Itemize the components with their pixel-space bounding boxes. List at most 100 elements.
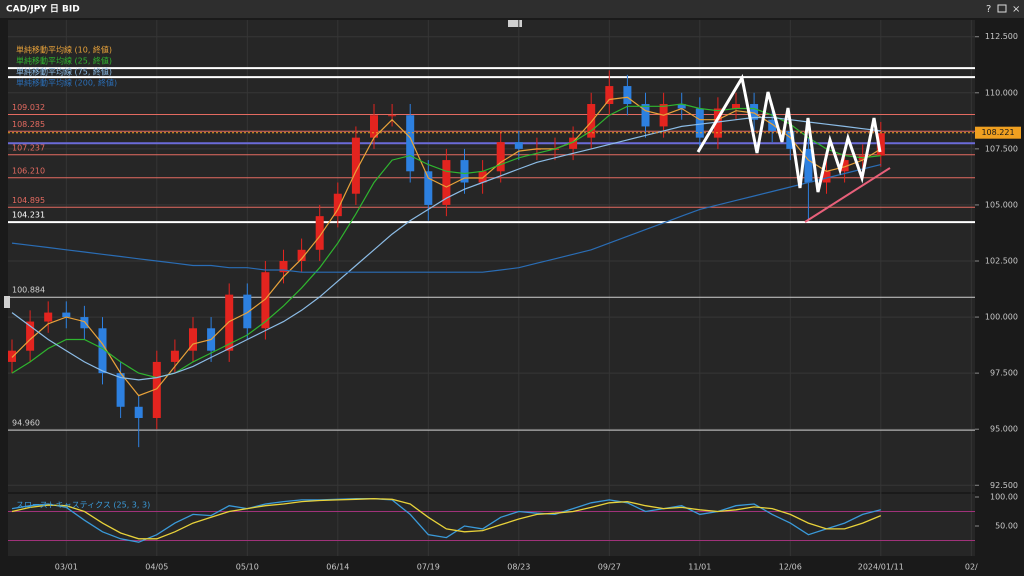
candle-body [424,171,433,205]
candle-body [442,160,451,205]
y-tick-label: 105.000 [985,200,1018,209]
x-tick-label: 06/14 [326,563,349,572]
candle-body [496,142,505,172]
x-tick-label: 07/19 [417,563,440,572]
last-price-label: 108.221 [981,128,1014,137]
candle-body [315,216,324,250]
legend-entry: 単純移動平均線 (25, 終値) [16,56,112,66]
y-tick-label: 95.000 [990,425,1018,434]
candle-body [460,160,469,183]
candle-body [641,104,650,127]
candle-body [26,321,35,351]
candle-body [189,328,197,351]
candle-body [876,133,885,156]
last-price-tag [975,126,1021,139]
x-tick-label: 02/ [965,563,978,572]
candle-body [677,104,686,109]
candle-body [406,115,415,172]
level-label: 109.032 [12,103,45,112]
close-button[interactable]: × [1012,4,1020,15]
legend-entry: 単純移動平均線 (200, 終値) [16,78,117,88]
y-tick-label: 50.00 [995,522,1018,531]
y-tick-label: 100.000 [985,313,1018,322]
candle-body [623,86,632,105]
x-tick-label: 04/05 [145,563,168,572]
y-tick-label: 112.500 [985,32,1018,41]
level-label: 104.895 [12,196,45,205]
candle-body [98,328,107,374]
candle-body [297,249,306,261]
plot-layer: 03/01 04/05 05/10 06/14 07/19 08/23 09/27 11/01… [8,20,1021,572]
moving-average-line [11,116,881,381]
y-tick-label: 107.500 [985,144,1018,153]
x-tick-label: 03/01 [55,563,78,572]
candle-body [333,193,342,217]
candle-body [62,312,71,318]
candle-body [713,108,722,138]
annotation-zigzag [696,73,882,193]
candle-body [732,104,740,109]
price-panel [8,20,975,492]
help-button[interactable]: ? [986,4,991,15]
x-tick-label: 05/10 [236,563,259,572]
candle-body [587,104,596,138]
candle-body [351,137,360,194]
candle-body [840,160,849,172]
y-tick-label: 100.00 [990,493,1018,502]
candle-body [44,312,53,322]
oscillator-line [11,498,881,543]
candle-body [261,272,270,329]
level-label: 108.285 [12,120,45,129]
x-tick-label: 08/23 [507,563,530,572]
level-label: 107.237 [12,143,45,152]
annotation-trendline [804,167,891,223]
y-tick-label: 110.000 [985,88,1018,97]
candle-body [388,115,397,117]
candle-body [116,373,125,407]
y-tick-label: 92.500 [990,481,1018,490]
candle-body [243,294,252,329]
x-tick-label: 2024/01/11 [858,563,904,572]
candle-body [134,406,143,418]
candle-body [370,115,378,138]
level-label: 104.231 [12,211,45,220]
candle-body [152,361,161,418]
candle-body [750,104,759,120]
level-label: 94.960 [12,419,40,428]
y-tick-label: 102.500 [985,257,1018,266]
oscillator-title: スローストキャスティクス (25, 3, 3) [16,501,150,510]
candle-body [786,130,795,149]
candle-body [804,148,813,183]
maximize-button[interactable] [997,4,1007,13]
legend-entry: 単純移動平均線 (75, 終値) [16,67,112,77]
x-tick-label: 09/27 [598,563,621,572]
candle-body [279,261,288,273]
candle-body [605,86,614,105]
oscillator-line [11,498,882,540]
oscillator-panel [8,494,975,556]
candle-body [569,137,578,149]
title-bar [0,0,1024,18]
side-toggle[interactable] [4,296,10,308]
candle-body [514,142,523,149]
level-label: 106.210 [12,166,45,175]
x-tick-label: 12/06 [779,563,802,572]
candle-body [170,350,179,362]
moving-average-line [11,96,882,397]
candle-body [768,119,777,131]
candle-body [478,171,487,183]
candle-body [695,108,704,138]
level-label: 100.884 [12,286,45,295]
collapse-toggle[interactable] [508,20,522,27]
candle-body [80,317,89,329]
candle-body [8,350,16,362]
candle-body [225,294,234,351]
x-tick-label: 11/01 [688,563,711,572]
window-title: CAD/JPY 日 BID [6,4,80,15]
y-tick-label: 97.500 [990,369,1018,378]
legend-entry: 単純移動平均線 (10, 終値) [16,45,112,55]
candle-body [822,171,831,183]
moving-average-line [11,164,881,273]
